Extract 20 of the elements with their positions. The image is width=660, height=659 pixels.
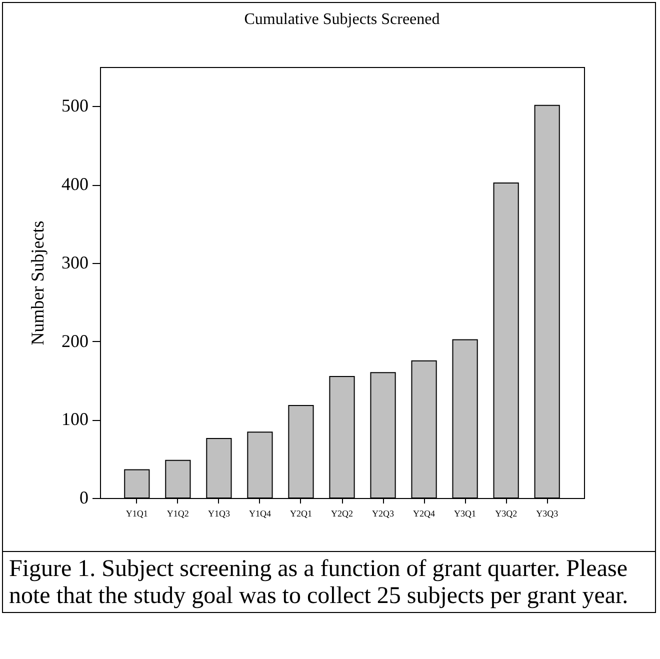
y-tick-label: 100: [62, 409, 88, 430]
caption: Figure 1. Subject screening as a function of grant quarter. Please note that the study goal was to collect 25 subjects per grant year.: [3, 551, 655, 612]
x-tick-label: Y2Q2: [331, 508, 353, 518]
x-tick-label: Y2Q1: [290, 508, 312, 518]
x-tick-label: Y3Q1: [454, 508, 476, 518]
y-axis-title: Number Subjects: [28, 220, 48, 346]
y-tick-label: 300: [62, 252, 88, 272]
y-tick-label: 400: [62, 174, 88, 194]
y-tick-label: 200: [62, 330, 88, 351]
x-tick-label: Y2Q4: [413, 508, 436, 518]
x-tick-label: Y1Q4: [248, 508, 272, 518]
x-tick-label: Y3Q3: [536, 508, 559, 518]
y-tick-label: 0: [80, 488, 88, 508]
x-tick-label: Y3Q2: [495, 508, 518, 518]
x-tick-label: Y1Q3: [208, 508, 230, 518]
y-tick-label: 500: [62, 96, 88, 116]
x-tick-label: Y1Q1: [126, 508, 148, 518]
x-tick-label: Y1Q2: [166, 508, 189, 518]
chart-title: Cumulative Subjects Screened: [244, 11, 440, 28]
x-tick-label: Y2Q3: [372, 508, 395, 518]
